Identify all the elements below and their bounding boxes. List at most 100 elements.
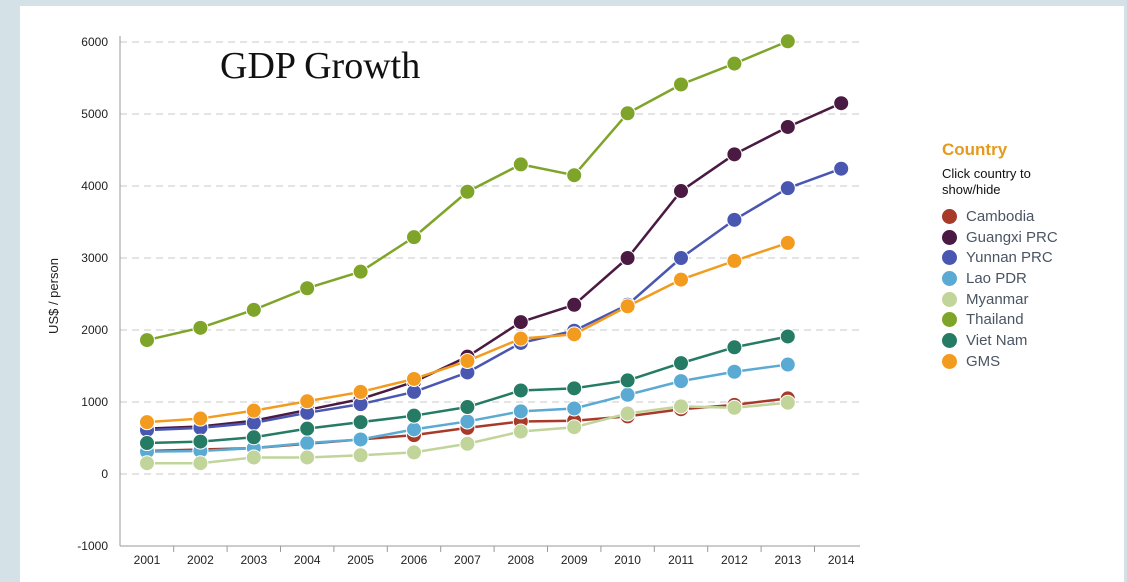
data-point[interactable] (459, 435, 476, 452)
data-point[interactable] (673, 250, 689, 266)
data-point[interactable] (352, 383, 369, 400)
data-point[interactable] (299, 280, 316, 297)
series-yunnan-prc[interactable] (139, 160, 850, 439)
x-tick-label: 2006 (401, 553, 428, 567)
series-thailand[interactable] (139, 33, 796, 349)
y-tick-label: 4000 (81, 179, 108, 193)
data-point[interactable] (673, 183, 689, 200)
chart-panel: -1000 0 1000 2000 3000 4000 5000 6000 2001 2002 2… (20, 6, 1124, 582)
data-point[interactable] (299, 449, 316, 466)
data-point[interactable] (459, 399, 476, 416)
legend-item-lao-pdr[interactable]: Lao PDR (942, 268, 1112, 289)
data-point[interactable] (352, 447, 369, 464)
data-point[interactable] (726, 55, 743, 72)
data-point[interactable] (566, 380, 583, 397)
legend-marker-icon (942, 332, 957, 348)
data-point[interactable] (352, 263, 369, 280)
data-point[interactable] (299, 435, 316, 452)
data-point[interactable] (619, 105, 636, 122)
data-point[interactable] (566, 167, 583, 184)
x-tick-label: 2011 (668, 553, 694, 567)
series-myanmar[interactable] (139, 394, 796, 472)
data-point[interactable] (673, 398, 689, 415)
data-point[interactable] (726, 363, 743, 380)
data-point[interactable] (245, 429, 262, 446)
data-point[interactable] (192, 410, 209, 427)
series-gms[interactable] (139, 234, 796, 431)
legend-item-cambodia[interactable]: Cambodia (942, 206, 1112, 227)
data-point[interactable] (245, 301, 262, 318)
data-point[interactable] (245, 402, 262, 419)
data-point[interactable] (726, 146, 743, 163)
data-point[interactable] (192, 433, 209, 450)
data-point[interactable] (619, 386, 636, 403)
data-point[interactable] (726, 339, 743, 356)
data-point[interactable] (299, 393, 316, 410)
data-point[interactable] (512, 382, 529, 399)
data-point[interactable] (779, 328, 796, 345)
data-point[interactable] (192, 455, 209, 472)
data-point[interactable] (352, 414, 369, 431)
y-tick-label: 1000 (81, 395, 108, 409)
data-point[interactable] (619, 250, 636, 266)
data-point[interactable] (139, 332, 155, 349)
data-point[interactable] (299, 420, 316, 437)
data-point[interactable] (459, 183, 476, 200)
series-line (146, 102, 842, 430)
data-point[interactable] (779, 394, 796, 411)
data-point[interactable] (833, 95, 850, 112)
legend-item-viet-nam[interactable]: Viet Nam (942, 330, 1112, 351)
y-tick-label: 0 (101, 467, 108, 481)
data-point[interactable] (779, 180, 796, 197)
x-tick-labels: 2001 2002 2003 2004 2005 2006 2007 2008 2009 2010… (134, 553, 855, 567)
data-point[interactable] (779, 234, 796, 251)
data-point[interactable] (139, 455, 155, 472)
legend-item-gms[interactable]: GMS (942, 351, 1112, 372)
data-point[interactable] (566, 419, 583, 436)
data-point[interactable] (406, 444, 422, 461)
data-point[interactable] (512, 423, 529, 440)
legend-label: Cambodia (966, 207, 1035, 225)
legend-item-myanmar[interactable]: Myanmar (942, 289, 1112, 310)
legend-item-thailand[interactable]: Thailand (942, 309, 1112, 330)
data-point[interactable] (726, 399, 743, 416)
data-point[interactable] (673, 373, 689, 390)
series-guangxi-prc[interactable] (139, 95, 850, 437)
data-point[interactable] (406, 421, 422, 438)
data-point[interactable] (619, 405, 636, 422)
legend-label: Myanmar (966, 290, 1029, 308)
legend-item-yunnan-prc[interactable]: Yunnan PRC (942, 247, 1112, 268)
data-point[interactable] (512, 403, 529, 420)
data-point[interactable] (566, 296, 583, 313)
data-point[interactable] (512, 314, 529, 331)
data-point[interactable] (245, 449, 262, 466)
data-point[interactable] (459, 413, 476, 430)
legend-marker-icon (942, 291, 957, 307)
data-point[interactable] (139, 414, 155, 431)
data-point[interactable] (673, 76, 689, 93)
data-point[interactable] (673, 355, 689, 372)
data-point[interactable] (406, 229, 422, 246)
data-point[interactable] (459, 352, 476, 369)
data-point[interactable] (352, 431, 369, 448)
data-point[interactable] (566, 400, 583, 417)
data-point[interactable] (139, 435, 155, 452)
data-point[interactable] (406, 407, 422, 424)
data-point[interactable] (406, 370, 422, 387)
data-point[interactable] (833, 160, 850, 177)
data-point[interactable] (566, 326, 583, 343)
data-point[interactable] (726, 252, 743, 269)
series-viet-nam[interactable] (139, 328, 796, 452)
data-point[interactable] (779, 356, 796, 373)
data-point[interactable] (619, 372, 636, 389)
legend-item-guangxi-prc[interactable]: Guangxi PRC (942, 227, 1112, 248)
data-point[interactable] (779, 33, 796, 50)
data-point[interactable] (726, 211, 743, 228)
data-point[interactable] (779, 118, 796, 135)
data-point[interactable] (512, 156, 529, 173)
y-tick-label: -1000 (77, 539, 108, 553)
data-point[interactable] (512, 330, 529, 347)
data-point[interactable] (619, 298, 636, 315)
data-point[interactable] (192, 319, 209, 336)
data-point[interactable] (673, 271, 689, 288)
